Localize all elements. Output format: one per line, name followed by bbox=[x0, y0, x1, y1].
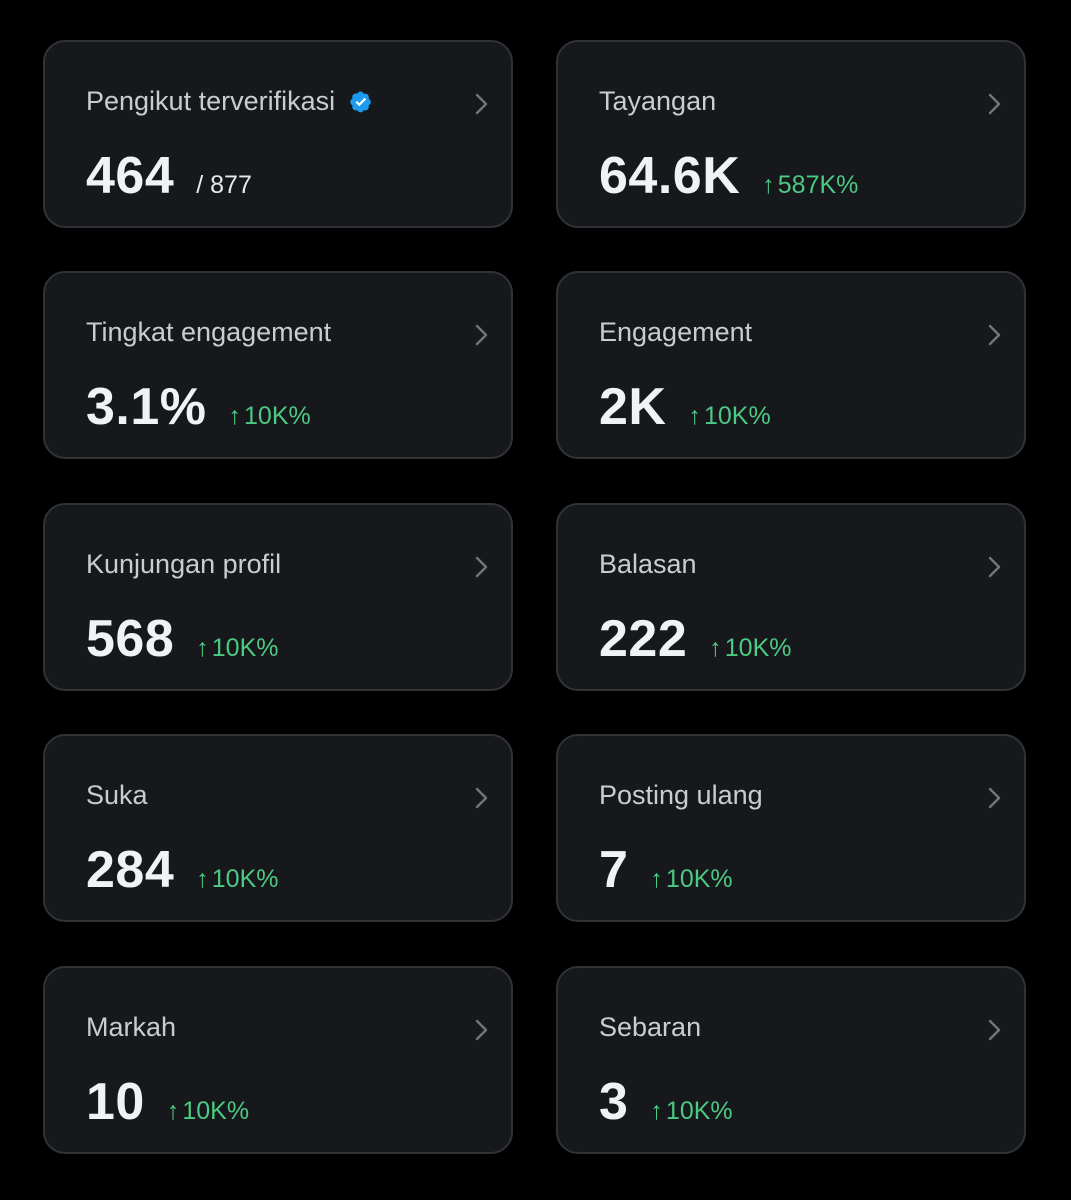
arrow-up-icon: ↑ bbox=[650, 1097, 663, 1125]
arrow-up-icon: ↑ bbox=[196, 865, 209, 893]
card-impressions[interactable]: Tayangan 64.6K ↑ 587K% bbox=[556, 40, 1026, 228]
arrow-up-icon: ↑ bbox=[228, 402, 242, 430]
arrow-up-icon: ↑ bbox=[709, 634, 722, 662]
value-row: 64.6K ↑ 587K% bbox=[599, 146, 858, 206]
metric-value: 464 bbox=[86, 147, 175, 205]
chevron-right-icon bbox=[475, 1019, 488, 1041]
metric-value: 2K bbox=[599, 378, 667, 436]
metric-value: 222 bbox=[599, 610, 688, 668]
metric-value: 284 bbox=[86, 841, 175, 899]
card-title: Engagement bbox=[599, 317, 753, 347]
metric-value: 7 bbox=[599, 841, 629, 899]
card-title: Pengikut terverifikasi bbox=[86, 86, 375, 117]
metric-value: 10 bbox=[86, 1073, 145, 1131]
metric-change: ↑ 10K% bbox=[229, 402, 311, 431]
change-value: 587K% bbox=[777, 171, 859, 199]
card-bookmarks[interactable]: Markah 10 ↑ 10K% bbox=[43, 966, 513, 1154]
arrow-up-icon: ↑ bbox=[688, 402, 701, 430]
card-title: Sebaran bbox=[599, 1012, 702, 1042]
metric-change: ↑ 10K% bbox=[688, 402, 770, 431]
change-value: 10K% bbox=[724, 634, 792, 662]
card-shares[interactable]: Sebaran 3 ↑ 10K% bbox=[556, 966, 1026, 1154]
card-title: Tayangan bbox=[599, 86, 717, 116]
metric-value: 64.6K bbox=[599, 147, 741, 205]
card-title: Tingkat engagement bbox=[86, 317, 332, 347]
metric-change: ↑ 10K% bbox=[196, 865, 278, 894]
chevron-right-icon bbox=[988, 556, 1001, 578]
value-row: 568 ↑ 10K% bbox=[86, 609, 278, 669]
metric-change: ↑ 10K% bbox=[709, 634, 791, 663]
metric-change: ↑ 10K% bbox=[650, 865, 732, 894]
change-value: 10K% bbox=[211, 634, 279, 662]
change-value: 10K% bbox=[182, 1097, 250, 1125]
metric-value: 3.1% bbox=[86, 378, 207, 436]
change-value: 10K% bbox=[211, 865, 279, 893]
metric-change: ↑ 587K% bbox=[762, 171, 858, 200]
change-value: 10K% bbox=[665, 1097, 733, 1125]
arrow-up-icon: ↑ bbox=[762, 171, 775, 199]
metric-total: / 877 bbox=[196, 171, 252, 199]
card-engagements[interactable]: Engagement 2K ↑ 10K% bbox=[556, 271, 1026, 459]
value-row: 222 ↑ 10K% bbox=[599, 609, 791, 669]
arrow-up-icon: ↑ bbox=[166, 1097, 180, 1125]
card-engagement-rate[interactable]: Tingkat engagement 3.1% ↑ 10K% bbox=[43, 271, 513, 459]
metric-value: 3 bbox=[599, 1073, 629, 1131]
value-row: 284 ↑ 10K% bbox=[86, 840, 278, 900]
metric-value: 568 bbox=[86, 610, 175, 668]
chevron-right-icon bbox=[988, 93, 1001, 115]
metric-change: ↑ 10K% bbox=[167, 1097, 249, 1126]
value-row: 464 / 877 bbox=[86, 146, 252, 206]
value-row: 7 ↑ 10K% bbox=[599, 840, 733, 900]
card-profile-visits[interactable]: Kunjungan profil 568 ↑ 10K% bbox=[43, 503, 513, 691]
verified-badge-icon bbox=[350, 91, 371, 112]
chevron-right-icon bbox=[475, 93, 488, 115]
arrow-up-icon: ↑ bbox=[650, 865, 663, 893]
metric-change: ↑ 10K% bbox=[196, 634, 278, 663]
card-title: Suka bbox=[86, 780, 148, 810]
chevron-right-icon bbox=[475, 787, 488, 809]
value-row: 3.1% ↑ 10K% bbox=[86, 377, 311, 437]
card-verified-followers[interactable]: Pengikut terverifikasi 464 / 877 bbox=[43, 40, 513, 228]
change-value: 10K% bbox=[665, 865, 733, 893]
value-row: 10 ↑ 10K% bbox=[86, 1072, 249, 1132]
arrow-up-icon: ↑ bbox=[196, 634, 209, 662]
card-likes[interactable]: Suka 284 ↑ 10K% bbox=[43, 734, 513, 922]
metric-change: ↑ 10K% bbox=[650, 1097, 732, 1126]
card-title: Balasan bbox=[599, 549, 697, 579]
chevron-right-icon bbox=[988, 787, 1001, 809]
change-value: 10K% bbox=[703, 402, 771, 430]
card-title: Kunjungan profil bbox=[86, 549, 282, 579]
change-value: 10K% bbox=[244, 402, 311, 430]
card-replies[interactable]: Balasan 222 ↑ 10K% bbox=[556, 503, 1026, 691]
chevron-right-icon bbox=[475, 556, 488, 578]
chevron-right-icon bbox=[988, 1019, 1001, 1041]
card-title: Posting ulang bbox=[599, 780, 763, 810]
value-row: 3 ↑ 10K% bbox=[599, 1072, 733, 1132]
value-row: 2K ↑ 10K% bbox=[599, 377, 771, 437]
chevron-right-icon bbox=[988, 324, 1001, 346]
card-title: Markah bbox=[86, 1012, 177, 1042]
card-reposts[interactable]: Posting ulang 7 ↑ 10K% bbox=[556, 734, 1026, 922]
card-title-label: Pengikut terverifikasi bbox=[86, 86, 336, 116]
chevron-right-icon bbox=[475, 324, 488, 346]
